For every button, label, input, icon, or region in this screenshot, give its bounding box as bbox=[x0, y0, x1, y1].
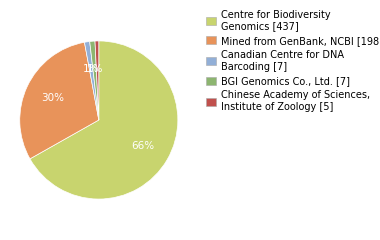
Text: 1%: 1% bbox=[83, 64, 100, 74]
Text: 30%: 30% bbox=[41, 93, 64, 103]
Text: 66%: 66% bbox=[131, 141, 155, 151]
Legend: Centre for Biodiversity
Genomics [437], Mined from GenBank, NCBI [198], Canadian: Centre for Biodiversity Genomics [437], … bbox=[206, 10, 380, 112]
Wedge shape bbox=[90, 41, 99, 120]
Wedge shape bbox=[30, 41, 178, 199]
Wedge shape bbox=[95, 41, 99, 120]
Text: 1%: 1% bbox=[86, 64, 103, 74]
Wedge shape bbox=[84, 42, 99, 120]
Wedge shape bbox=[20, 42, 99, 159]
